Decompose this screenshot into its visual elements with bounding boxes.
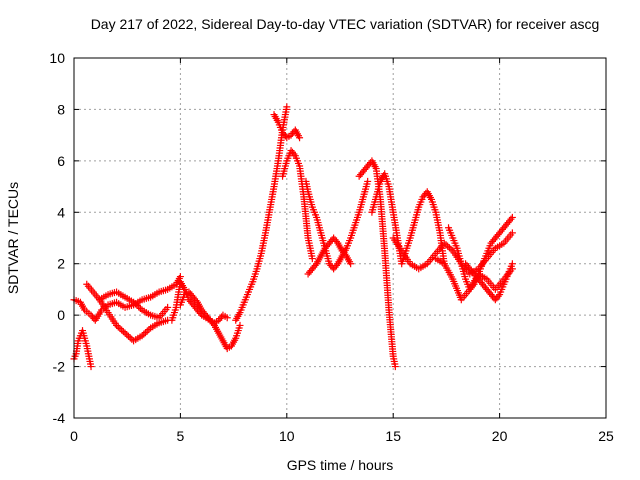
grid-lines (74, 58, 606, 418)
data-point-trace (444, 242, 452, 250)
data-point (223, 314, 231, 322)
x-tick-label: 10 (279, 428, 295, 444)
data-point-trace (290, 150, 298, 158)
data-point (440, 239, 448, 247)
data-point (508, 260, 516, 268)
data-point (138, 332, 146, 340)
data-point-trace (494, 292, 502, 300)
data-points (70, 103, 516, 371)
y-tick-label: -4 (53, 410, 66, 426)
y-tick-label: 4 (57, 204, 65, 220)
data-point-trace (445, 244, 453, 252)
data-point-trace (442, 241, 450, 249)
data-point-trace (142, 329, 150, 337)
data-point-trace (332, 261, 340, 269)
data-point-trace (311, 261, 319, 269)
x-tick-label: 20 (492, 428, 508, 444)
data-point (121, 329, 129, 337)
data-point (308, 255, 316, 263)
data-point-trace (332, 237, 340, 245)
data-point (508, 213, 516, 221)
x-tick-label: 25 (598, 428, 614, 444)
x-tick-label: 0 (70, 428, 78, 444)
x-tick-label: 15 (385, 428, 401, 444)
data-point-trace (205, 315, 213, 323)
data-point (508, 229, 516, 237)
data-point-trace (133, 301, 141, 309)
data-point-trace (123, 331, 131, 339)
data-point-trace (114, 323, 122, 331)
data-point-trace (131, 300, 139, 308)
axis-ticks: 0 5 10 15 20 25 -4 -2 0 2 4 6 8 10 (49, 50, 614, 444)
y-tick-label: 8 (57, 101, 65, 117)
data-point-trace (118, 326, 126, 334)
data-point-trace (119, 328, 127, 336)
data-point-trace (143, 327, 151, 335)
y-tick-label: 0 (57, 307, 65, 323)
data-point-trace (136, 304, 144, 312)
chart-title: Day 217 of 2022, Sidereal Day-to-day VTE… (90, 16, 600, 32)
y-tick-label: 6 (57, 153, 65, 169)
data-point (130, 298, 138, 306)
data-point-trace (341, 250, 349, 258)
y-tick-label: 10 (49, 50, 65, 66)
x-tick-label: 5 (177, 428, 185, 444)
data-point-trace (126, 334, 134, 342)
data-point (364, 177, 372, 185)
data-point (283, 103, 291, 111)
data-point (236, 321, 244, 329)
x-axis-label: GPS time / hours (286, 457, 394, 473)
data-point-trace (140, 330, 148, 338)
data-point-trace (507, 215, 515, 223)
data-point-trace (192, 297, 200, 305)
y-tick-label: 2 (57, 256, 65, 272)
data-point (296, 134, 304, 142)
data-point-trace (447, 245, 455, 253)
data-point-trace (116, 325, 124, 333)
data-point (347, 260, 355, 268)
data-point-trace (145, 326, 153, 334)
data-point-trace (135, 303, 143, 311)
data-point (391, 363, 399, 371)
data-point (113, 321, 121, 329)
plot-frame (73, 57, 607, 419)
y-tick-label: -2 (53, 359, 66, 375)
data-point (87, 363, 95, 371)
data-point-trace (124, 332, 132, 340)
data-point (164, 303, 172, 311)
